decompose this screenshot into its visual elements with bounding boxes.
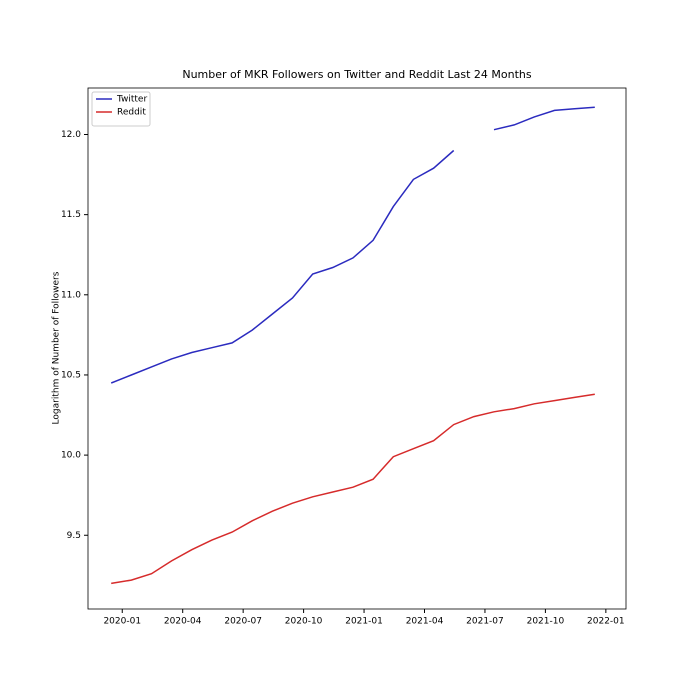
x-tick-label: 2021-01 <box>345 617 383 627</box>
x-tick-label: 2020-04 <box>164 617 202 627</box>
series-line <box>111 393 595 585</box>
x-tick-label: 2021-07 <box>466 617 504 627</box>
y-tick-label: 11.0 <box>61 290 81 300</box>
y-tick-label: 9.5 <box>67 531 81 541</box>
x-tick-label: 2021-10 <box>527 617 565 627</box>
x-tick-label: 2020-01 <box>103 617 141 627</box>
chart-title: Number of MKR Followers on Twitter and R… <box>182 68 532 81</box>
series-line <box>110 106 595 384</box>
x-tick-label: 2022-01 <box>587 617 625 627</box>
legend: Twitter Reddit <box>91 91 151 127</box>
legend-label: Reddit <box>117 108 146 118</box>
y-tick-label: 12.0 <box>61 130 81 140</box>
legend-label: Twitter <box>116 95 147 105</box>
y-tick-label: 10.0 <box>61 451 81 461</box>
x-tick-label: 2020-10 <box>285 617 323 627</box>
y-tick-label: 10.5 <box>61 370 81 380</box>
x-tick-label: 2020-07 <box>224 617 262 627</box>
plot-area <box>87 87 627 610</box>
legend-box <box>91 91 151 127</box>
y-tick-label: 11.5 <box>61 210 81 220</box>
x-tick-label: 2021-04 <box>406 617 444 627</box>
y-axis-label: Logarithm of Number of Followers <box>52 271 62 424</box>
